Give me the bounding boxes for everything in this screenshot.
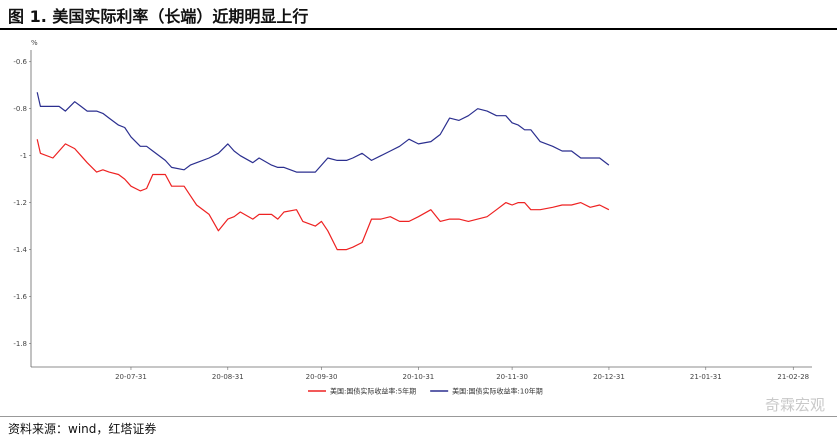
chart-axes: % -0.6 -0.8 -1 -1.2 -1.4 -1.6 -1.8 20-07-31 20-08… <box>13 39 812 381</box>
footer-divider <box>0 416 837 417</box>
x-tick-label: 21-02-28 <box>777 373 809 381</box>
x-tick-label: 20-12-31 <box>593 373 625 381</box>
legend-label: 美国:国债实际收益率:10年期 <box>452 387 543 396</box>
series-line-5y <box>36 139 610 251</box>
line-chart: % -0.6 -0.8 -1 -1.2 -1.4 -1.6 -1.8 20-07-31 20-08… <box>13 39 812 396</box>
y-tick-label: -0.6 <box>13 58 27 66</box>
y-tick-label: -1.6 <box>13 293 27 301</box>
chart-legend: 美国:国债实际收益率:5年期 美国:国债实际收益率:10年期 <box>308 387 543 396</box>
y-tick-label: -1.4 <box>13 246 27 254</box>
series-line-10y <box>36 92 610 173</box>
y-axis-unit: % <box>31 39 38 47</box>
x-tick-label: 20-11-30 <box>496 373 528 381</box>
x-tick-label: 20-07-31 <box>115 373 147 381</box>
y-tick-label: -0.8 <box>13 105 27 113</box>
title-bar: 图 1. 美国实际利率（长端）近期明显上行 <box>0 0 837 30</box>
y-tick-label: -1 <box>20 152 27 160</box>
figure-title: 图 1. 美国实际利率（长端）近期明显上行 <box>8 7 309 26</box>
x-tick-label: 20-08-31 <box>212 373 244 381</box>
chart-lines <box>36 92 610 251</box>
x-tick-label: 20-09-30 <box>306 373 338 381</box>
y-tick-label: -1.8 <box>13 340 27 348</box>
x-tick-label: 21-01-31 <box>690 373 722 381</box>
x-tick-label: 20-10-31 <box>402 373 434 381</box>
legend-label: 美国:国债实际收益率:5年期 <box>330 387 416 396</box>
y-tick-label: -1.2 <box>13 199 27 207</box>
source-note: 资料来源：wind，红塔证券 <box>8 422 157 436</box>
watermark: 奇霖宏观 <box>764 396 825 414</box>
